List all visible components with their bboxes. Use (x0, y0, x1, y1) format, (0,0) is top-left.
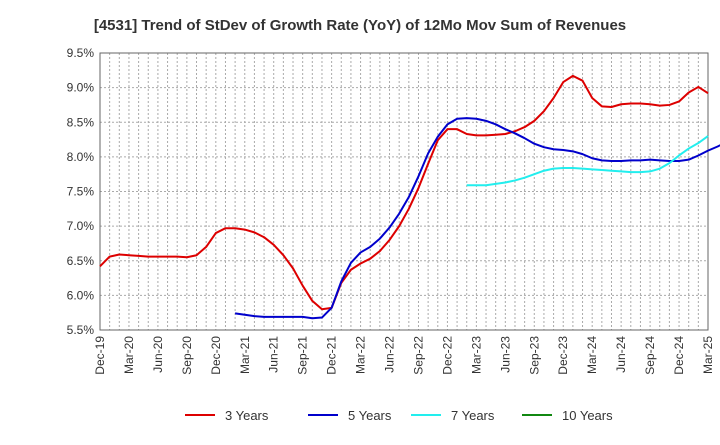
y-tick-label: 6.5% (67, 254, 95, 268)
chart-title: [4531] Trend of StDev of Growth Rate (Yo… (94, 17, 626, 34)
x-tick-label: Mar-20 (122, 336, 136, 374)
axes: 5.5% 6.0% 6.5% 7.0% 7.5% 8.0% 8.5% 9.0% 9.5% Dec-… (67, 46, 715, 375)
x-tick-label: Sep-23 (527, 336, 541, 375)
legend-label: 5 Years (348, 408, 392, 423)
grid (99, 52, 709, 331)
y-tick-label: 5.5% (67, 323, 95, 337)
x-tick-label: Dec-23 (556, 336, 570, 375)
x-tick-label: Mar-23 (469, 336, 483, 374)
x-tick-label: Mar-25 (701, 336, 715, 374)
x-tick-label: Jun-23 (498, 336, 512, 373)
x-tick-label: Mar-21 (238, 336, 252, 374)
y-tick-label: 8.5% (67, 115, 95, 129)
x-tick-label: Mar-24 (585, 336, 599, 374)
x-tick-label: Sep-24 (643, 336, 657, 375)
x-tick-label: Sep-21 (296, 336, 310, 375)
legend-label: 7 Years (451, 408, 495, 423)
x-tick-label: Jun-22 (383, 336, 397, 373)
y-tick-label: 7.0% (67, 219, 95, 233)
x-tick-label: Dec-22 (440, 336, 454, 375)
x-tick-label: Dec-21 (325, 336, 339, 375)
x-tick-label: Jun-21 (267, 336, 281, 373)
y-tick-label: 7.5% (67, 185, 95, 199)
legend: 3 Years 5 Years 7 Years 10 Years (185, 408, 613, 423)
x-tick-label: Sep-20 (180, 336, 194, 375)
y-tick-label: 8.0% (67, 150, 95, 164)
x-tick-label: Dec-20 (209, 336, 223, 375)
series-line-7-years (466, 135, 709, 187)
x-tick-label: Mar-22 (354, 336, 368, 374)
x-tick-label: Jun-24 (614, 336, 628, 373)
series-line-3-years (99, 74, 709, 311)
x-tick-label: Dec-24 (672, 336, 686, 375)
plot-frame (99, 52, 709, 331)
series-line-5-years (234, 117, 720, 320)
legend-label: 10 Years (562, 408, 613, 423)
series-lines (99, 74, 720, 320)
x-tick-label: Sep-22 (411, 336, 425, 375)
y-tick-label: 9.0% (67, 81, 95, 95)
x-tick-label: Jun-20 (151, 336, 165, 373)
x-tick-label: Dec-19 (93, 336, 107, 375)
y-tick-label: 6.0% (67, 288, 95, 302)
y-tick-label: 9.5% (67, 46, 95, 60)
legend-label: 3 Years (225, 408, 269, 423)
